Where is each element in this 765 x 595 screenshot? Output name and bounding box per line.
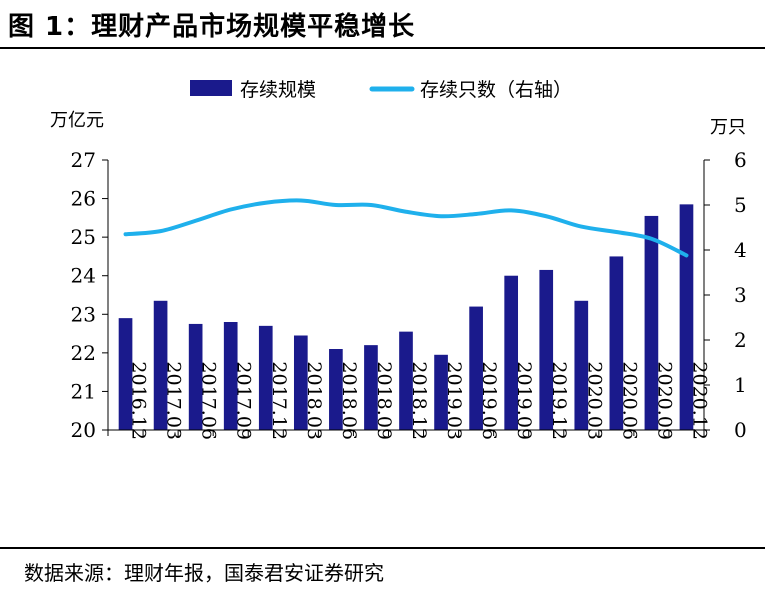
bar [679,204,694,430]
footer-rule [0,547,765,549]
line-point [159,229,163,233]
bar [539,269,554,430]
y-right-tick-label: 0 [734,418,747,442]
x-tick-label: 2019.09 [513,361,535,440]
bar [188,323,203,430]
y-left-tick-label: 22 [71,341,96,365]
bar [644,215,659,430]
bar [574,300,589,430]
line-point [194,219,198,223]
legend: 存续规模 存续只数（右轴） [190,79,572,101]
line-point [649,237,653,241]
y-left-tick-label: 27 [71,148,96,172]
bar [258,325,273,430]
y-right-tick-label: 6 [734,148,747,172]
x-tick-label: 2020.09 [653,361,675,440]
x-tick-label: 2020.06 [618,361,640,440]
y-right-tick-label: 2 [734,328,747,352]
bar [504,275,519,430]
y-right-tick-label: 1 [734,373,747,397]
figure-title: 图 1：理财产品市场规模平稳增长 [8,12,416,42]
x-tick-label: 2020.03 [583,361,605,440]
line-point [474,212,478,216]
line-point [124,232,128,236]
line-point [229,208,233,211]
bar [469,306,483,430]
chart: 存续规模 存续只数（右轴） 万亿元 万只 2021222324252627012… [50,79,747,442]
line-point [509,208,513,212]
y-left-tick-label: 24 [71,264,96,288]
bars [118,204,694,430]
x-tick-label: 2017.06 [198,361,220,440]
source-note: 数据来源：理财年报，国泰君安证券研究 [24,561,384,585]
x-tick-label: 2019.03 [443,361,465,440]
line-point [299,199,303,202]
line-point [614,230,618,234]
legend-label-bar: 存续规模 [240,79,316,101]
bar [399,331,413,430]
y-left-tick-label: 21 [71,379,96,403]
x-tick-label: 2019.12 [548,361,570,440]
x-tick-label: 2018.09 [373,361,395,440]
x-tick-label: 2017.12 [268,361,290,440]
y-right-unit: 万只 [710,117,746,138]
y-left-tick-label: 20 [71,418,96,442]
y-left-unit: 万亿元 [50,110,104,131]
line-point [369,203,373,207]
y-right-tick-label: 5 [734,193,747,217]
bar [153,300,168,430]
line-point [334,203,338,207]
line-point [404,210,408,214]
y-left-tick-label: 26 [71,187,96,211]
line-point [579,225,583,229]
line-series [123,198,689,258]
x-tick-label: 2018.03 [303,361,325,440]
legend-swatch-bar [190,80,232,96]
line-path [123,198,689,258]
x-tick-label: 2017.09 [233,361,255,440]
x-tick-label: 2019.06 [478,361,500,440]
bar [329,349,343,430]
x-tick-label: 2018.06 [338,361,360,440]
title-rule [0,47,765,49]
bar [293,335,308,430]
x-tick-label: 2017.03 [163,361,185,440]
y-left-tick-label: 23 [71,302,96,326]
y-right-tick-label: 4 [734,238,747,262]
y-left-tick-label: 25 [71,225,96,249]
line-point [684,253,688,257]
x-tick-label: 2018.12 [408,361,430,440]
line-point [544,214,548,218]
bar [118,318,133,430]
line-point [264,201,268,205]
x-tick-label: 2016.12 [128,361,150,440]
line-point [439,214,443,218]
bar [434,354,448,430]
bar [223,322,238,430]
bar [364,345,378,430]
x-tick-label: 2020.12 [688,361,710,440]
y-right-tick-label: 3 [734,283,747,307]
legend-label-line: 存续只数（右轴） [420,79,572,101]
bar [609,256,624,430]
